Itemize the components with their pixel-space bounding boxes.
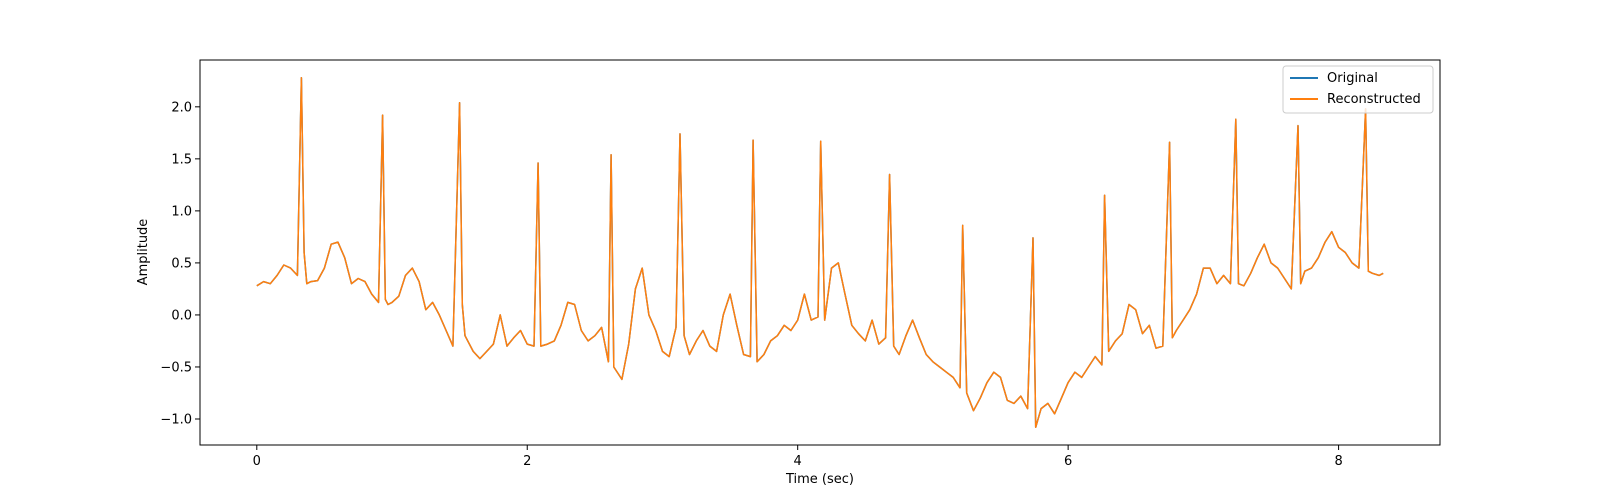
y-tick-label: 1.0 — [171, 204, 192, 219]
y-tick-label: 2.0 — [171, 100, 192, 115]
x-tick-label: 2 — [523, 454, 531, 469]
x-tick-label: 4 — [794, 454, 802, 469]
series-line-reconstructed — [256, 76, 1384, 429]
plot-frame — [199, 59, 1441, 446]
x-tick-label: 6 — [1064, 454, 1072, 469]
y-tick-label: 1.5 — [171, 152, 192, 167]
y-tick-label: −0.5 — [160, 360, 192, 375]
x-axis-label: Time (sec) — [785, 472, 854, 487]
legend-box — [1282, 65, 1434, 114]
y-tick-label: −1.0 — [160, 412, 192, 427]
legend-label-original: Original — [1327, 71, 1378, 86]
legend-label-reconstructed: Reconstructed — [1327, 92, 1421, 107]
y-axis-label: Amplitude — [136, 219, 151, 286]
ticks-layer: 0 2 4 6 8 −1.0 −0.5 0.0 0.5 1.0 1.5 2.0 — [160, 100, 1342, 469]
x-tick-label: 0 — [253, 454, 261, 469]
x-tick-label: 8 — [1334, 454, 1342, 469]
legend: Original Reconstructed — [1282, 65, 1434, 114]
y-tick-label: 0.5 — [171, 256, 192, 271]
series-layer — [256, 76, 1384, 429]
y-tick-label: 0.0 — [171, 308, 192, 323]
plot-area — [200, 60, 1440, 445]
